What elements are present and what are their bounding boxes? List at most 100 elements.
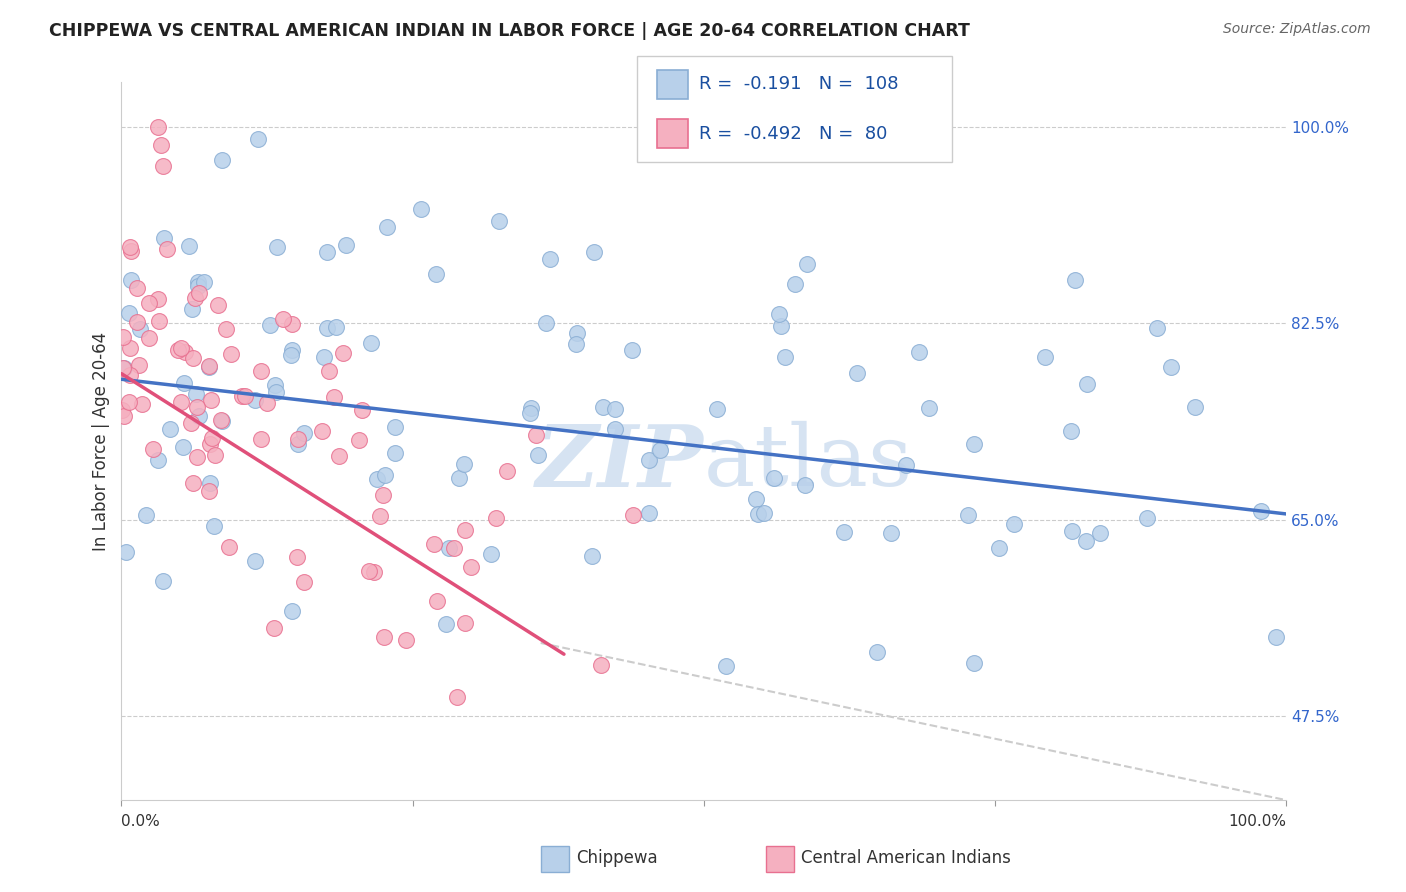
Point xyxy=(287,436,309,450)
Point xyxy=(908,345,931,359)
Point xyxy=(637,506,659,520)
Point xyxy=(315,321,337,335)
Point xyxy=(125,315,148,329)
Point xyxy=(1250,503,1272,517)
Point xyxy=(120,244,142,258)
Point xyxy=(350,403,373,417)
Point xyxy=(256,396,278,410)
Point xyxy=(453,457,475,471)
Point xyxy=(135,508,157,522)
Point xyxy=(987,541,1010,555)
Point xyxy=(384,420,406,434)
Point xyxy=(1076,533,1098,548)
Point xyxy=(167,343,190,357)
Text: Source: ZipAtlas.com: Source: ZipAtlas.com xyxy=(1223,22,1371,37)
Point xyxy=(219,347,242,361)
Point xyxy=(170,395,193,409)
Point xyxy=(375,220,398,235)
Point xyxy=(706,401,728,416)
Point xyxy=(183,291,205,305)
Point xyxy=(179,239,201,253)
Point xyxy=(211,153,233,168)
Point xyxy=(180,416,202,430)
Point xyxy=(292,425,315,440)
Point xyxy=(159,422,181,436)
Point xyxy=(173,345,195,359)
Point xyxy=(198,360,221,375)
Point xyxy=(153,230,176,244)
Text: R =  -0.492   N =  80: R = -0.492 N = 80 xyxy=(699,125,887,143)
Point xyxy=(198,476,221,491)
Point xyxy=(796,257,818,271)
Point xyxy=(485,511,508,525)
Point xyxy=(583,245,606,260)
Y-axis label: In Labor Force | Age 20-64: In Labor Force | Age 20-64 xyxy=(93,332,110,550)
Point xyxy=(371,488,394,502)
Point xyxy=(112,409,135,423)
Point xyxy=(207,298,229,312)
Point xyxy=(394,632,416,647)
Point xyxy=(534,317,557,331)
Point xyxy=(638,453,661,467)
Point xyxy=(193,275,215,289)
Point xyxy=(846,366,869,380)
Point xyxy=(747,508,769,522)
Point xyxy=(752,506,775,520)
Point xyxy=(138,296,160,310)
Point xyxy=(287,432,309,446)
Point xyxy=(183,476,205,491)
Point xyxy=(186,400,208,414)
Text: ZIP: ZIP xyxy=(536,421,703,504)
Point xyxy=(128,359,150,373)
Point xyxy=(186,450,208,464)
Point xyxy=(233,389,256,403)
Point xyxy=(120,368,142,383)
Point xyxy=(318,364,340,378)
Point xyxy=(454,524,477,538)
Point xyxy=(527,448,550,462)
Point xyxy=(197,359,219,373)
Point xyxy=(714,659,737,673)
Point xyxy=(768,307,790,321)
Point xyxy=(1002,516,1025,531)
Point xyxy=(131,397,153,411)
Point xyxy=(359,565,381,579)
Point xyxy=(273,312,295,326)
Point xyxy=(281,317,304,331)
Text: atlas: atlas xyxy=(703,421,912,504)
Point xyxy=(1146,321,1168,335)
Point xyxy=(120,273,142,287)
Point xyxy=(111,402,134,417)
Point xyxy=(311,424,333,438)
Point xyxy=(603,422,626,436)
Point xyxy=(538,252,561,266)
Point xyxy=(152,574,174,588)
Point xyxy=(524,428,547,442)
Point xyxy=(360,335,382,350)
Point xyxy=(434,616,457,631)
Text: R =  -0.191   N =  108: R = -0.191 N = 108 xyxy=(699,75,898,94)
Point xyxy=(111,330,134,344)
Text: 0.0%: 0.0% xyxy=(121,814,160,829)
Point xyxy=(446,690,468,704)
Point xyxy=(280,348,302,362)
Point xyxy=(292,574,315,589)
Point xyxy=(957,508,980,522)
Point xyxy=(181,301,204,316)
Point xyxy=(793,478,815,492)
Point xyxy=(146,120,169,134)
Point xyxy=(347,434,370,448)
Point xyxy=(460,560,482,574)
Point xyxy=(281,603,304,617)
Point xyxy=(215,322,238,336)
Point xyxy=(328,449,350,463)
Point xyxy=(173,376,195,390)
Point xyxy=(325,320,347,334)
Point xyxy=(773,351,796,365)
Point xyxy=(783,277,806,292)
Point xyxy=(605,402,627,417)
Point xyxy=(894,458,917,472)
Point xyxy=(231,389,253,403)
Point xyxy=(918,401,941,416)
Point xyxy=(172,440,194,454)
